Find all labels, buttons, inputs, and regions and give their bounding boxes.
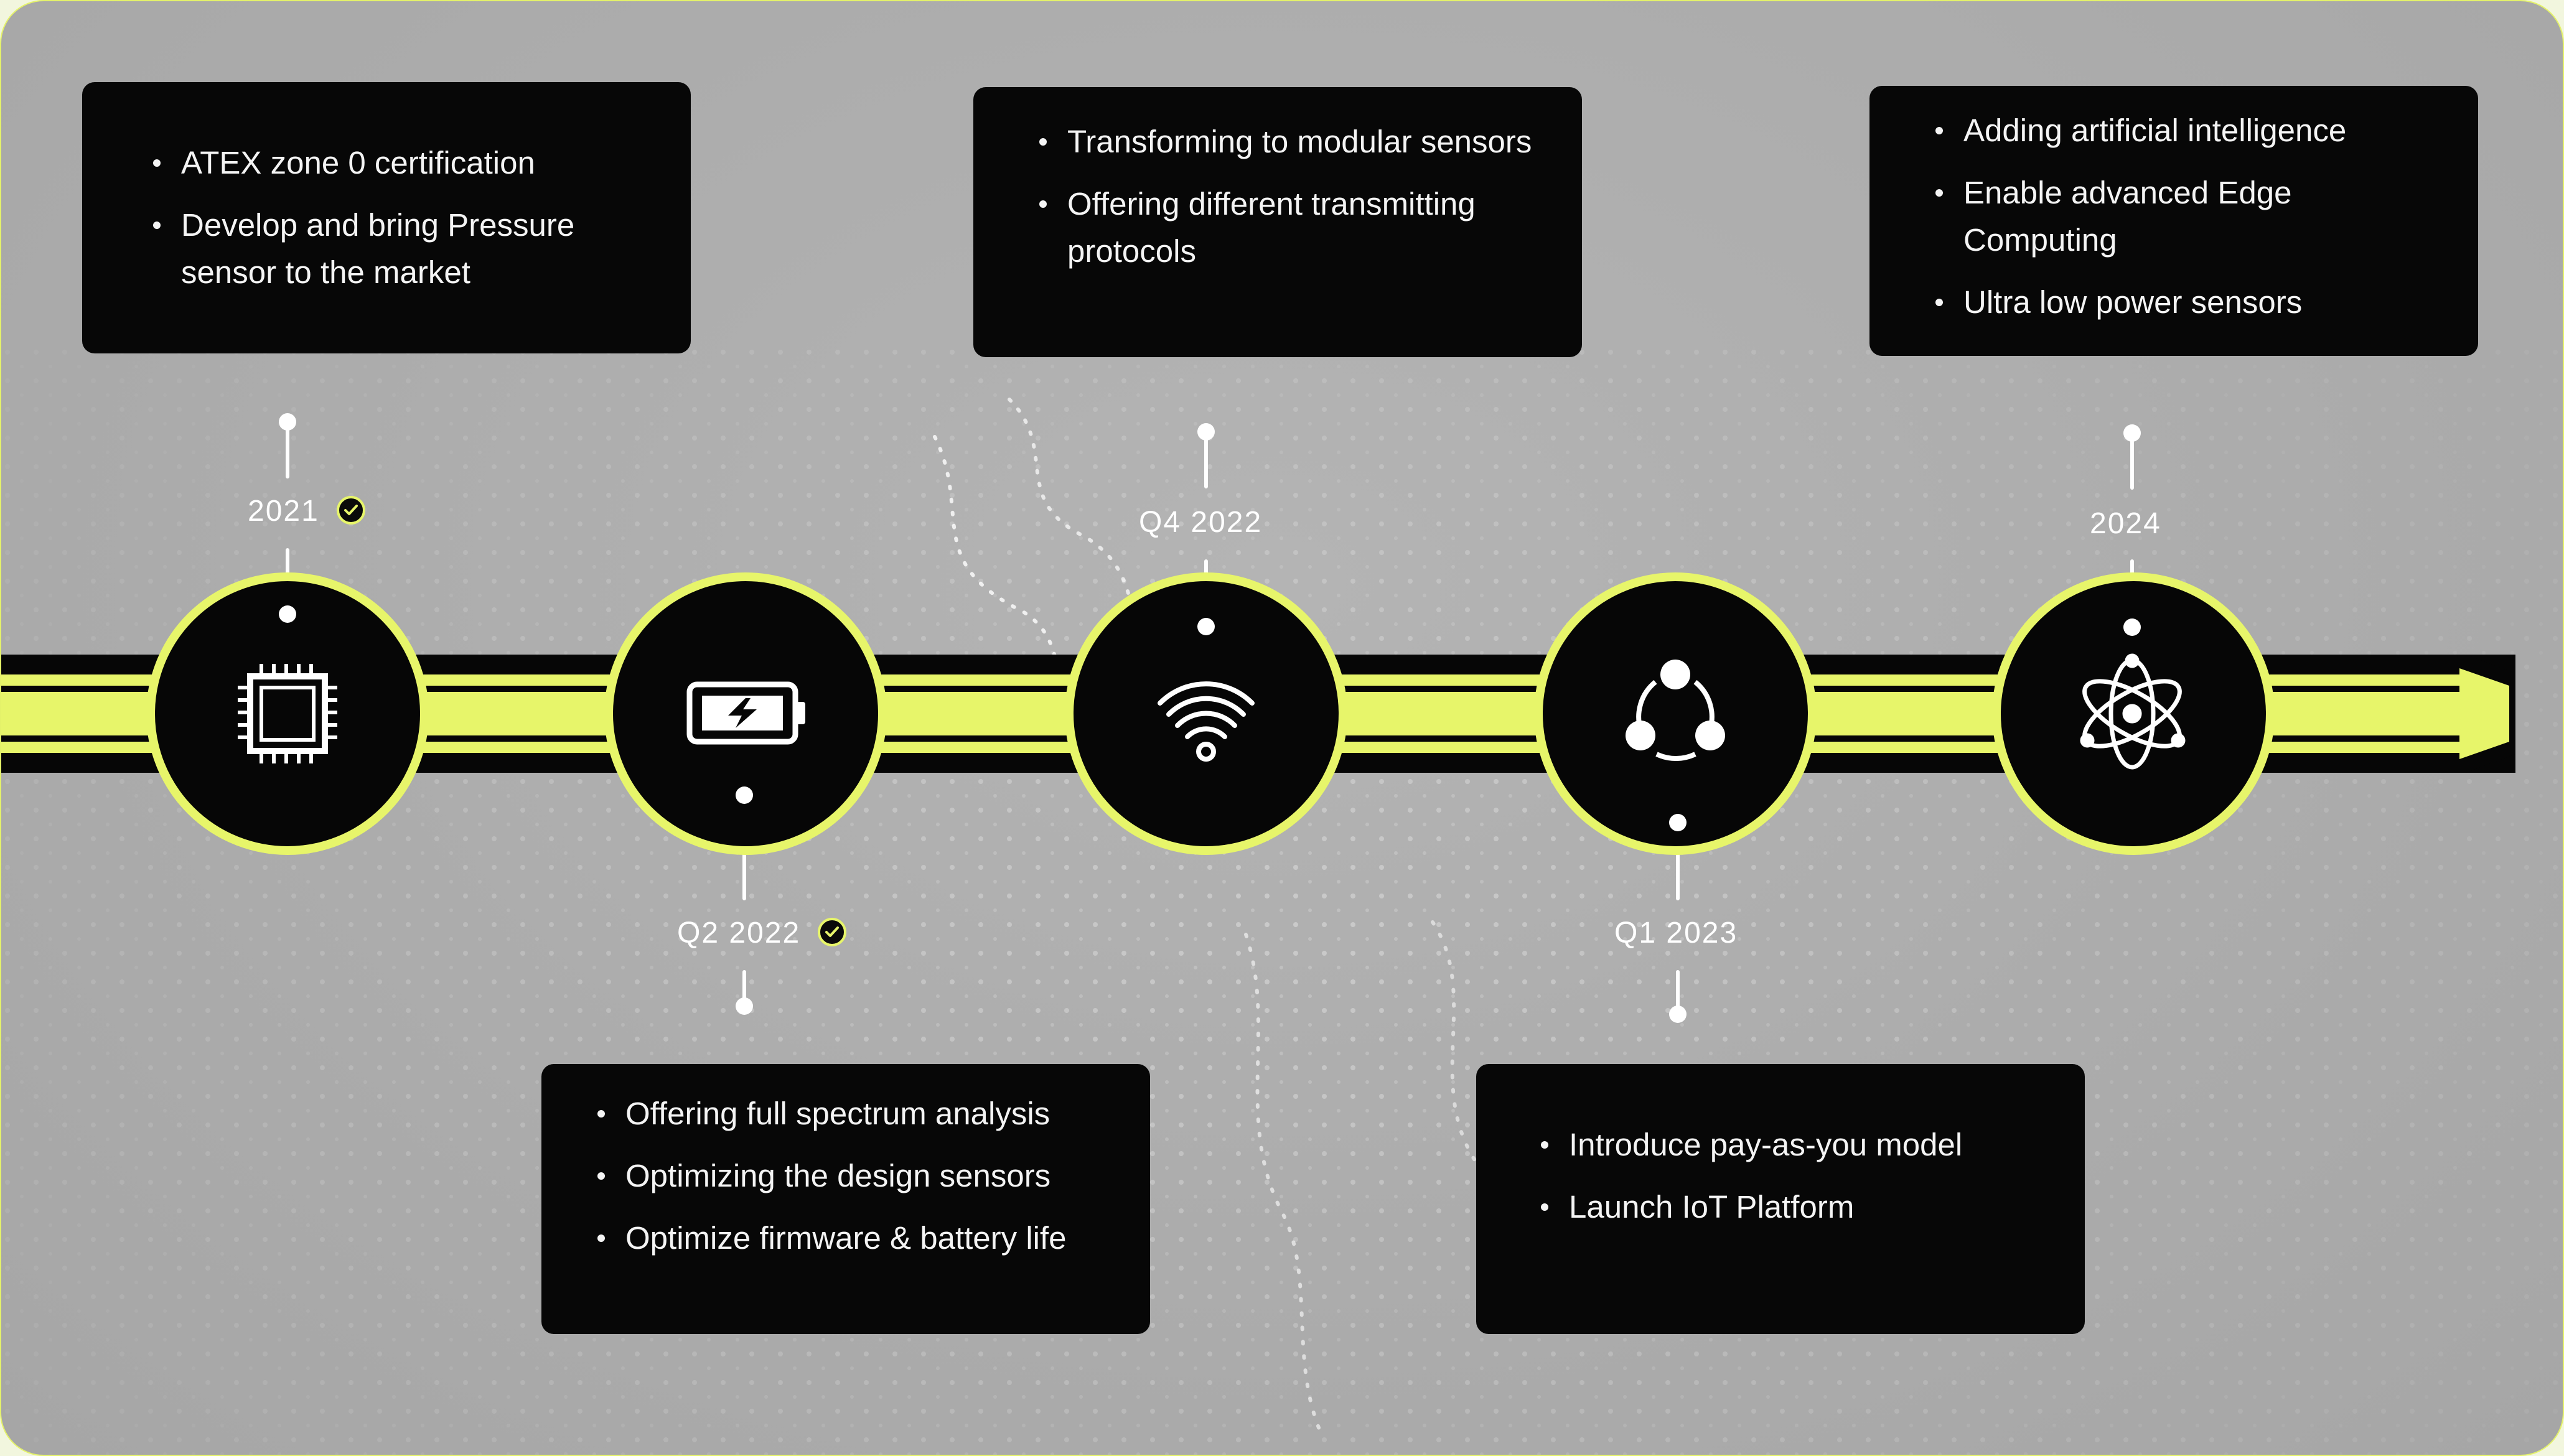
- milestone-items: Introduce pay-as-you model Launch IoT Pl…: [1538, 1121, 2060, 1231]
- milestone-label-2021: 2021: [248, 493, 365, 530]
- list-item: ATEX zone 0 certification: [151, 139, 666, 187]
- list-item: Offering different transmitting protocol…: [1037, 180, 1557, 275]
- list-item: Ultra low power sensors: [1933, 279, 2453, 326]
- list-item: Launch IoT Platform: [1538, 1183, 2060, 1231]
- milestone-card-q4-2022: Transforming to modular sensors Offering…: [973, 87, 1582, 357]
- milestone-date: 2024: [2090, 507, 2161, 540]
- milestone-node-q4-2022: [1065, 572, 1347, 855]
- list-item: Develop and bring Pressure sensor to the…: [151, 202, 666, 296]
- milestone-date: Q2 2022: [677, 917, 801, 950]
- wifi-icon: [1158, 681, 1255, 762]
- list-item: Offering full spectrum analysis: [595, 1090, 1125, 1137]
- milestone-date: Q4 2022: [1139, 506, 1263, 539]
- milestone-card-2021: ATEX zone 0 certification Develop and br…: [82, 82, 691, 353]
- milestone-node-q2-2022: [604, 572, 887, 855]
- milestone-date: 2021: [248, 495, 319, 528]
- milestone-items: Adding artificial intelligence Enable ad…: [1933, 107, 2453, 326]
- list-item: Optimize firmware & battery life: [595, 1215, 1125, 1262]
- milestone-items: Offering full spectrum analysis Optimizi…: [595, 1090, 1125, 1262]
- milestone-label-q4-2022: Q4 2022: [1139, 504, 1262, 541]
- milestone-card-q1-2023: Introduce pay-as-you model Launch IoT Pl…: [1476, 1064, 2085, 1334]
- milestone-items: Transforming to modular sensors Offering…: [1037, 118, 1557, 275]
- list-item: Introduce pay-as-you model: [1538, 1121, 2060, 1169]
- milestone-card-q2-2022: Offering full spectrum analysis Optimizi…: [541, 1064, 1150, 1334]
- milestone-node-2021: [146, 572, 429, 855]
- milestone-card-2024: Adding artificial intelligence Enable ad…: [1869, 86, 2478, 356]
- network-icon: [1626, 660, 1725, 762]
- milestone-node-q1-2023: [1534, 572, 1817, 855]
- dotted-background: [1, 350, 2563, 1455]
- milestone-label-q1-2023: Q1 2023: [1614, 915, 1738, 952]
- battery-icon: [686, 681, 805, 745]
- milestone-label-q2-2022: Q2 2022: [677, 915, 847, 952]
- list-item: Adding artificial intelligence: [1933, 107, 2453, 154]
- completed-check-icon: [818, 918, 847, 947]
- list-item: Enable advanced Edge Computing: [1933, 169, 2453, 264]
- atom-icon: [2080, 653, 2186, 770]
- microchip-icon: [238, 664, 337, 763]
- list-item: Transforming to modular sensors: [1037, 118, 1557, 166]
- milestone-items: ATEX zone 0 certification Develop and br…: [151, 139, 666, 296]
- list-item: Optimizing the design sensors: [595, 1152, 1125, 1200]
- milestone-label-2024: 2024: [2090, 505, 2161, 543]
- completed-check-icon: [336, 496, 365, 525]
- milestone-date: Q1 2023: [1614, 917, 1738, 950]
- milestone-node-2024: [1992, 572, 2275, 855]
